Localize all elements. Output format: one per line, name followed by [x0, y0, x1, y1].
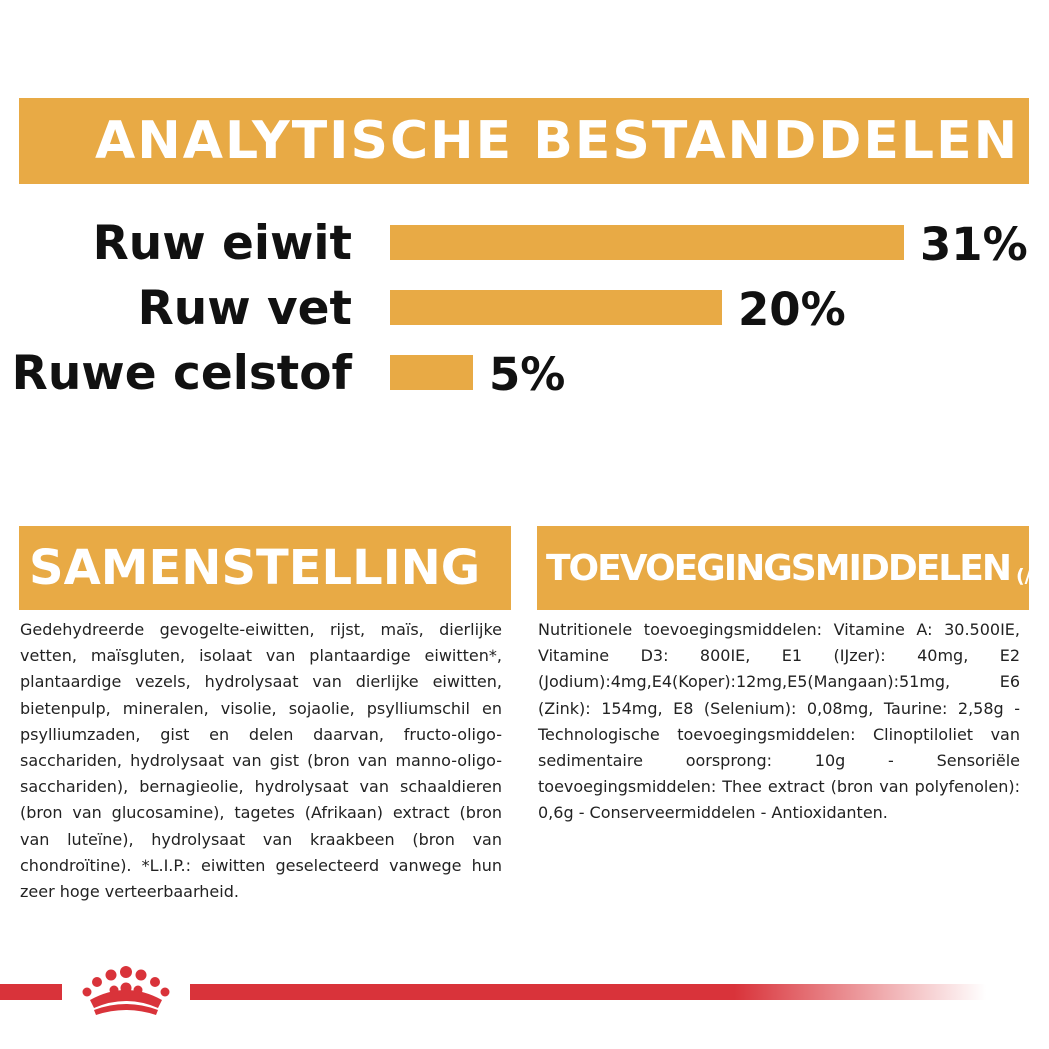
bar-label: Ruw eiwit: [92, 216, 352, 271]
composition-title-banner: SAMENSTELLING: [19, 526, 511, 610]
additives-text: Nutritionele toevoegingsmiddelen: Vitami…: [538, 620, 1020, 823]
composition-title: SAMENSTELLING: [29, 540, 481, 596]
footer-line: [0, 984, 1049, 1000]
bar: [390, 225, 904, 260]
bar-label: Ruwe celstof: [11, 346, 352, 401]
additives-unit: (/kg): [1015, 565, 1049, 587]
crown-icon: [82, 966, 170, 1015]
analysis-title: ANALYTISCHE BESTANDDELEN: [95, 111, 1020, 171]
bar-value-label: 5%: [489, 348, 566, 401]
additives-title: TOEVOEGINGSMIDDELEN: [546, 547, 1012, 589]
bar-label: Ruw vet: [137, 281, 352, 336]
bar-value-label: 20%: [738, 283, 846, 336]
bar-value-label: 31%: [920, 218, 1028, 271]
bar: [390, 355, 473, 390]
additives-title-banner: TOEVOEGINGSMIDDELEN (/kg): [537, 526, 1049, 610]
analysis-title-banner: ANALYTISCHE BESTANDDELEN: [19, 98, 1029, 184]
brand-logo: [62, 958, 190, 1024]
composition-text: Gedehydreerde gevogelte-eiwitten, rijst,…: [20, 620, 502, 902]
bar: [390, 290, 722, 325]
